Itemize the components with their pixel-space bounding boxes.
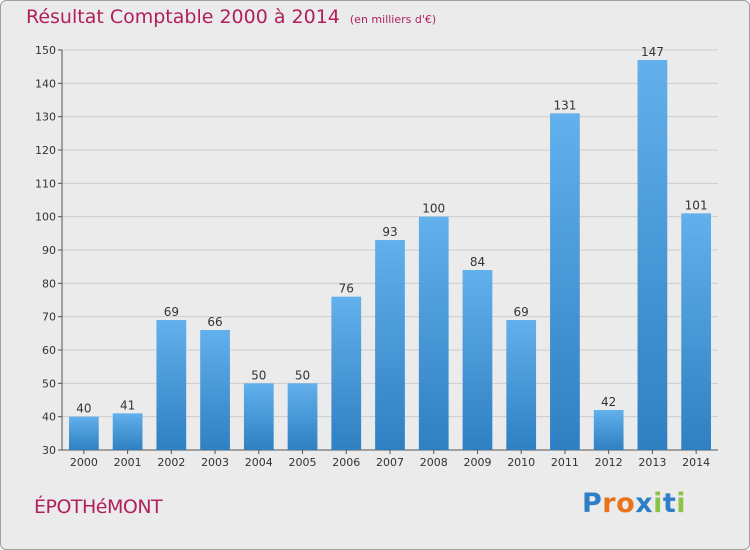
value-label-2008: 100 <box>422 202 445 216</box>
x-tick-label-2002: 2002 <box>157 456 185 469</box>
x-tick-label-2010: 2010 <box>507 456 535 469</box>
x-tick-label-2007: 2007 <box>376 456 404 469</box>
y-tick-label: 30 <box>42 444 56 457</box>
x-tick-label-2000: 2000 <box>70 456 98 469</box>
x-tick-label-2006: 2006 <box>332 456 360 469</box>
proxiti-logo[interactable]: Proxiti <box>582 488 686 519</box>
y-tick-label: 100 <box>35 211 56 224</box>
value-label-2013: 147 <box>641 45 664 59</box>
logo-letter: r <box>602 488 617 519</box>
bar-2013 <box>637 60 668 450</box>
bar-2010 <box>506 320 537 450</box>
logo-letter: x <box>635 488 654 519</box>
value-label-2000: 40 <box>76 402 91 416</box>
y-tick-label: 150 <box>35 44 56 57</box>
value-label-2014: 101 <box>685 198 708 212</box>
commune-name: ÉPOTHéMONT <box>34 496 163 518</box>
x-tick-label-2001: 2001 <box>114 456 142 469</box>
y-tick-label: 50 <box>42 377 56 390</box>
bar-2011 <box>550 113 580 450</box>
value-label-2007: 93 <box>382 225 397 239</box>
y-tick-label: 120 <box>35 144 56 157</box>
x-tick-label-2013: 2013 <box>638 456 666 469</box>
y-tick-label: 40 <box>42 411 56 424</box>
value-label-2006: 76 <box>339 282 354 296</box>
value-label-2010: 69 <box>514 305 529 319</box>
bar-2014 <box>681 213 712 450</box>
logo-letter: o <box>616 488 636 519</box>
bar-2012 <box>593 410 624 450</box>
value-label-2002: 69 <box>164 305 179 319</box>
bar-2002 <box>156 320 187 450</box>
y-tick-label: 90 <box>42 244 56 257</box>
value-label-2009: 84 <box>470 255 485 269</box>
chart-title-text: Résultat Comptable 2000 à 2014 <box>26 6 340 28</box>
logo-letter: i <box>653 488 663 519</box>
value-label-2001: 41 <box>120 398 135 412</box>
value-label-2004: 50 <box>251 368 266 382</box>
bar-2001 <box>112 413 143 450</box>
logo-letter: P <box>582 488 603 519</box>
x-tick-label-2004: 2004 <box>245 456 273 469</box>
bar-2000 <box>68 416 99 450</box>
x-tick-label-2005: 2005 <box>289 456 317 469</box>
x-tick-label-2009: 2009 <box>463 456 491 469</box>
y-tick-label: 70 <box>42 311 56 324</box>
y-tick-label: 140 <box>35 77 56 90</box>
logo-letter: i <box>676 488 687 519</box>
value-label-2005: 50 <box>295 368 310 382</box>
y-tick-label: 130 <box>35 111 56 124</box>
y-tick-label: 60 <box>42 344 56 357</box>
bar-2009 <box>462 270 493 450</box>
y-tick-label: 110 <box>35 177 56 190</box>
x-tick-label-2008: 2008 <box>420 456 448 469</box>
x-tick-label-2003: 2003 <box>201 456 229 469</box>
x-tick-label-2014: 2014 <box>682 456 710 469</box>
value-label-2012: 42 <box>601 395 616 409</box>
unit-note: (en milliers d'€) <box>349 13 437 26</box>
bar-2003 <box>200 330 230 450</box>
logo-letter: t <box>662 488 677 519</box>
chart-title: Résultat Comptable 2000 à 2014 (en millie… <box>26 6 436 28</box>
value-label-2011: 131 <box>553 98 576 112</box>
x-tick-label-2012: 2012 <box>595 456 623 469</box>
bar-2006 <box>331 296 362 450</box>
bar-2007 <box>375 240 405 450</box>
bar-2005 <box>287 383 318 450</box>
bar-2004 <box>243 383 274 450</box>
x-tick-label-2011: 2011 <box>551 456 579 469</box>
y-tick-label: 80 <box>42 277 56 290</box>
value-label-2003: 66 <box>207 315 222 329</box>
bar-2008 <box>418 216 449 450</box>
